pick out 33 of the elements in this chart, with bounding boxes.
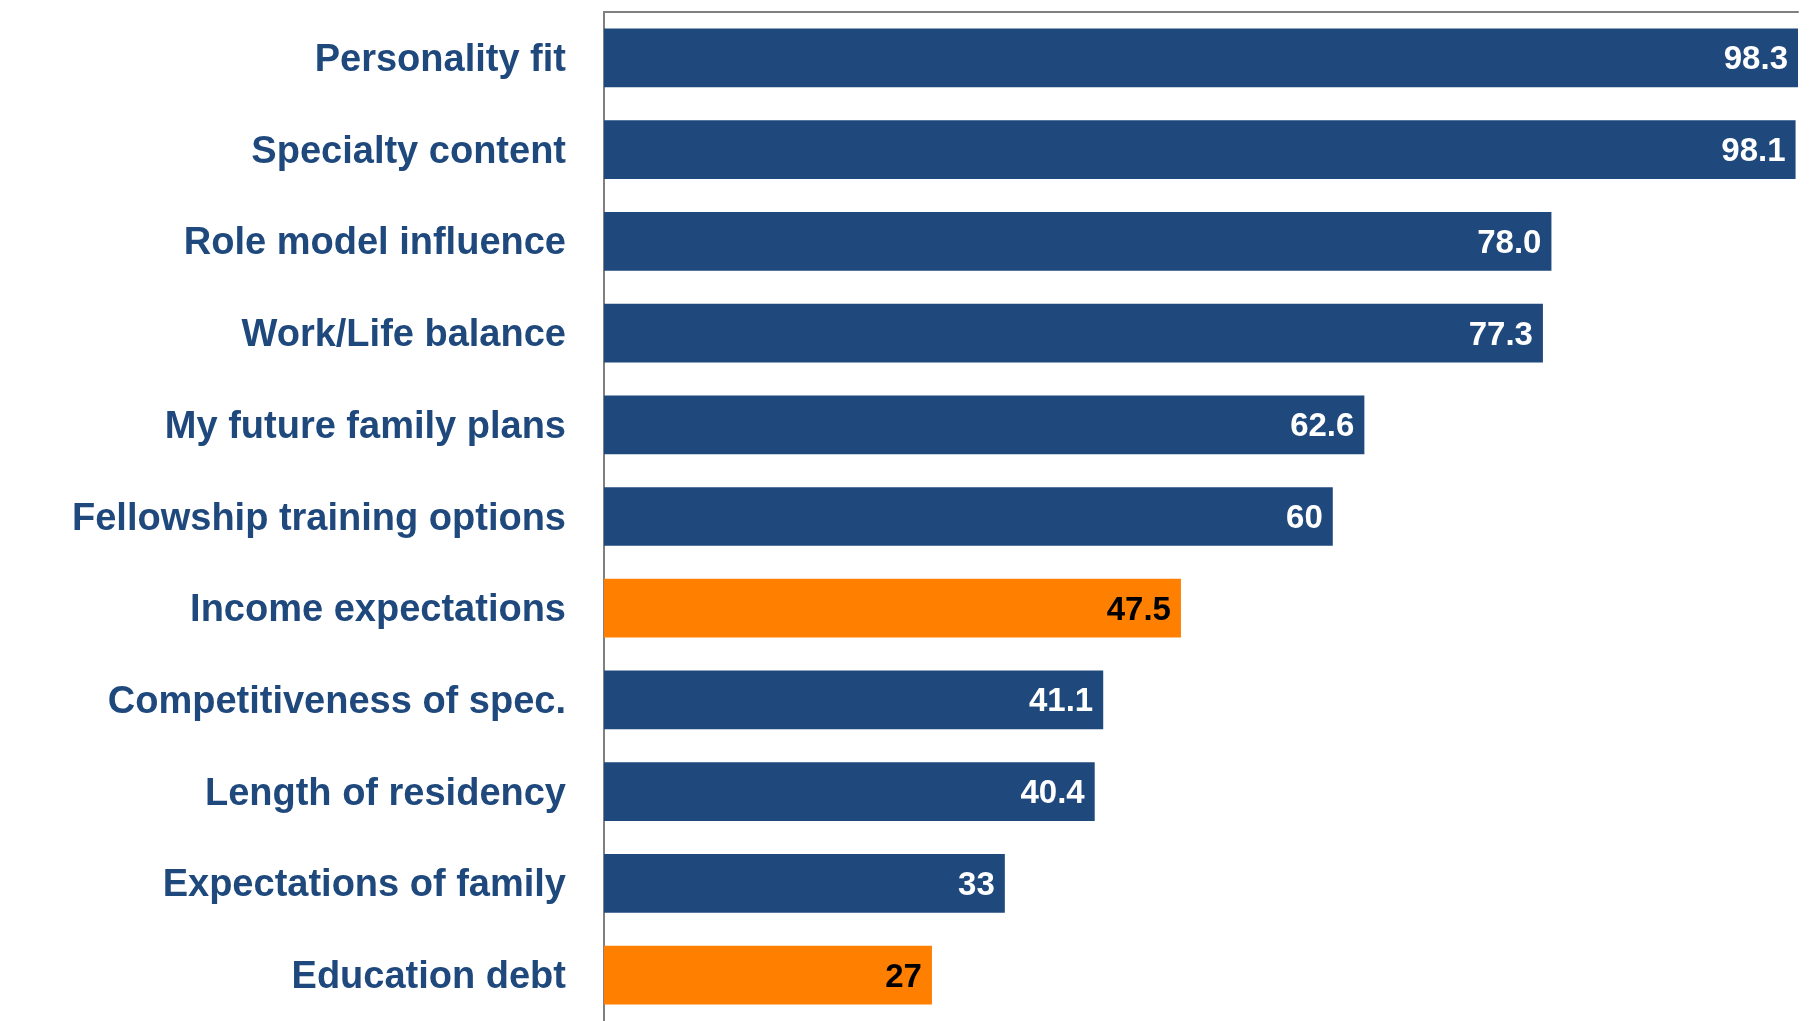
bar	[604, 670, 1104, 730]
data-label: 60	[1286, 498, 1323, 535]
data-label: 33	[958, 864, 995, 902]
bar	[604, 945, 932, 1005]
bar	[604, 395, 1365, 455]
y-tick-label: Personality fit	[314, 36, 567, 79]
data-label: 62.6	[1290, 406, 1355, 444]
bar	[604, 487, 1333, 546]
y-tick-label: Length of residency	[204, 770, 566, 813]
y-tick-label: Fellowship training options	[72, 495, 566, 538]
bar	[604, 28, 1798, 88]
y-tick-label: Expectations of family	[162, 862, 566, 905]
bar	[604, 578, 1181, 638]
y-tick-label: Competitiveness of spec.	[107, 678, 566, 721]
data-label: 98.1	[1721, 131, 1786, 169]
y-tick-label: Education debt	[291, 954, 567, 997]
data-label: 41.1	[1028, 681, 1094, 719]
bar	[604, 303, 1543, 363]
data-label: 27	[885, 956, 922, 994]
y-tick-label: Work/Life balance	[241, 312, 566, 355]
bar	[604, 211, 1552, 271]
data-label: 98.3	[1723, 39, 1788, 77]
y-tick-label: Role model influence	[183, 220, 566, 263]
y-tick-label: My future family plans	[164, 403, 566, 446]
data-label: 47.5	[1106, 589, 1171, 627]
bar	[604, 762, 1095, 822]
bar	[604, 120, 1796, 179]
data-label: 40.4	[1020, 773, 1086, 811]
y-tick-label: Income expectations	[190, 587, 566, 630]
data-label: 77.3	[1468, 314, 1533, 352]
data-label: 78.0	[1477, 222, 1542, 260]
bar	[604, 854, 1005, 913]
y-tick-label: Specialty content	[251, 128, 567, 171]
